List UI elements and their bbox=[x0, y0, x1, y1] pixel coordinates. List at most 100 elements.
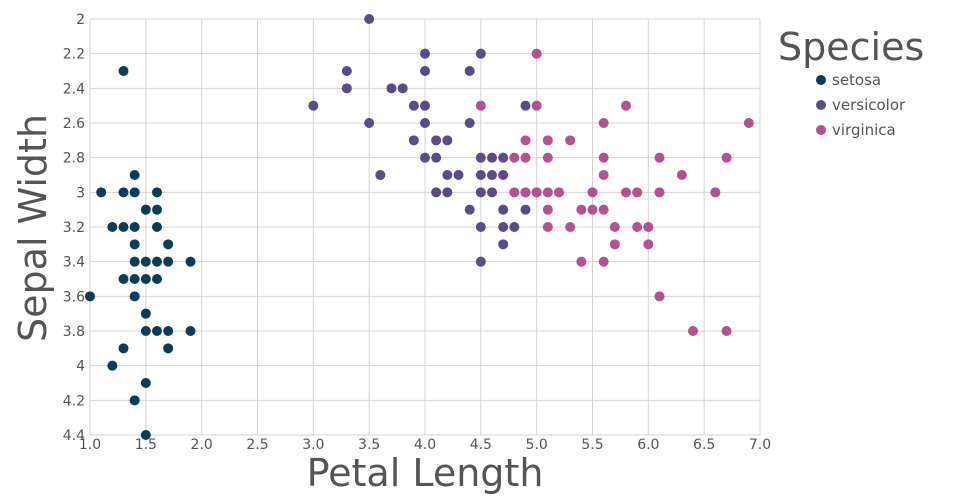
data-point bbox=[475, 187, 486, 198]
data-point bbox=[520, 100, 531, 111]
data-point bbox=[420, 118, 430, 128]
data-point bbox=[163, 256, 174, 267]
data-point bbox=[542, 152, 553, 163]
data-point bbox=[654, 291, 665, 302]
data-point bbox=[453, 170, 464, 180]
y-tick-label: 3.6 bbox=[63, 289, 85, 305]
data-point bbox=[609, 222, 620, 232]
y-tick-label: 4 bbox=[76, 359, 85, 375]
data-point bbox=[420, 152, 430, 163]
data-point bbox=[498, 170, 509, 180]
data-point bbox=[420, 48, 430, 59]
data-point bbox=[118, 343, 129, 354]
data-point bbox=[408, 135, 419, 146]
x-tick-label: 7.0 bbox=[749, 437, 771, 453]
data-point bbox=[397, 83, 408, 94]
data-point bbox=[364, 14, 375, 24]
data-point bbox=[632, 187, 643, 198]
y-tick-label: 2.6 bbox=[63, 116, 85, 132]
data-point bbox=[520, 204, 531, 215]
y-axis-ticks: 2 2.2 2.4 2.6 2.8 3 3.2 3.4 3.6 3.8 4 4.2 4.4 bbox=[63, 12, 85, 444]
data-point bbox=[420, 100, 430, 111]
data-point bbox=[565, 135, 576, 146]
data-point bbox=[152, 326, 162, 336]
x-axis-ticks: 1.0 1.5 2.0 2.5 3.0 3.5 4.0 4.5 5.0 5.5 6.0 6.5 7.0 bbox=[79, 437, 771, 453]
data-point bbox=[498, 239, 509, 250]
data-point bbox=[129, 239, 140, 250]
data-point bbox=[431, 135, 442, 146]
legend-title: Species bbox=[778, 25, 924, 69]
legend-marker-versicolor bbox=[816, 100, 826, 110]
x-tick-label: 6.0 bbox=[637, 437, 659, 453]
data-point bbox=[487, 152, 497, 163]
data-point bbox=[531, 100, 542, 111]
data-point bbox=[542, 204, 553, 215]
data-point bbox=[464, 66, 475, 76]
data-point bbox=[118, 274, 129, 284]
data-point bbox=[509, 187, 520, 198]
data-point bbox=[442, 170, 453, 180]
data-point bbox=[710, 187, 721, 198]
data-point bbox=[140, 326, 151, 336]
legend-marker-setosa bbox=[816, 75, 826, 85]
series-setosa bbox=[85, 66, 196, 440]
x-tick-label: 2.5 bbox=[246, 437, 268, 453]
x-tick-label: 3.5 bbox=[358, 437, 380, 453]
data-point bbox=[576, 204, 587, 215]
data-point bbox=[152, 204, 162, 215]
data-point bbox=[163, 239, 174, 250]
data-point bbox=[364, 118, 375, 128]
data-point bbox=[621, 187, 631, 198]
data-point bbox=[475, 256, 486, 267]
data-point bbox=[520, 135, 531, 146]
data-point bbox=[140, 308, 151, 319]
data-point bbox=[721, 326, 732, 336]
data-point bbox=[107, 360, 118, 371]
data-point bbox=[475, 170, 486, 180]
data-point bbox=[520, 187, 531, 198]
data-point bbox=[721, 152, 732, 163]
data-point bbox=[475, 48, 486, 59]
data-point bbox=[464, 204, 475, 215]
data-point bbox=[96, 187, 107, 198]
y-tick-label: 3.4 bbox=[63, 255, 85, 271]
data-point bbox=[498, 204, 509, 215]
data-point bbox=[375, 170, 386, 180]
x-tick-label: 1.5 bbox=[135, 437, 157, 453]
data-point bbox=[531, 48, 542, 59]
x-tick-label: 4.5 bbox=[470, 437, 492, 453]
data-point bbox=[609, 239, 620, 250]
data-point bbox=[576, 256, 587, 267]
data-point bbox=[475, 100, 486, 111]
data-point bbox=[565, 222, 576, 232]
data-point bbox=[688, 326, 698, 336]
data-point bbox=[475, 222, 486, 232]
data-point bbox=[140, 378, 151, 388]
data-point bbox=[520, 152, 531, 163]
data-point bbox=[531, 187, 542, 198]
x-tick-label: 5.5 bbox=[581, 437, 603, 453]
data-point bbox=[185, 326, 196, 336]
data-point bbox=[654, 187, 665, 198]
data-point bbox=[509, 222, 520, 232]
data-point bbox=[129, 187, 140, 198]
y-tick-label: 4.2 bbox=[63, 393, 85, 409]
data-point bbox=[464, 118, 475, 128]
data-point bbox=[140, 204, 151, 215]
data-point bbox=[341, 66, 352, 76]
x-tick-label: 6.5 bbox=[693, 437, 715, 453]
data-point bbox=[129, 222, 140, 232]
data-point bbox=[542, 187, 553, 198]
data-point bbox=[129, 395, 140, 406]
legend-marker-virginica bbox=[816, 125, 826, 135]
y-tick-label: 2 bbox=[76, 12, 85, 28]
data-point bbox=[185, 256, 196, 267]
data-point bbox=[140, 256, 151, 267]
data-point bbox=[129, 274, 140, 284]
data-point bbox=[542, 222, 553, 232]
data-point bbox=[598, 152, 609, 163]
data-point bbox=[598, 170, 609, 180]
data-point bbox=[140, 430, 151, 440]
data-point bbox=[152, 222, 162, 232]
